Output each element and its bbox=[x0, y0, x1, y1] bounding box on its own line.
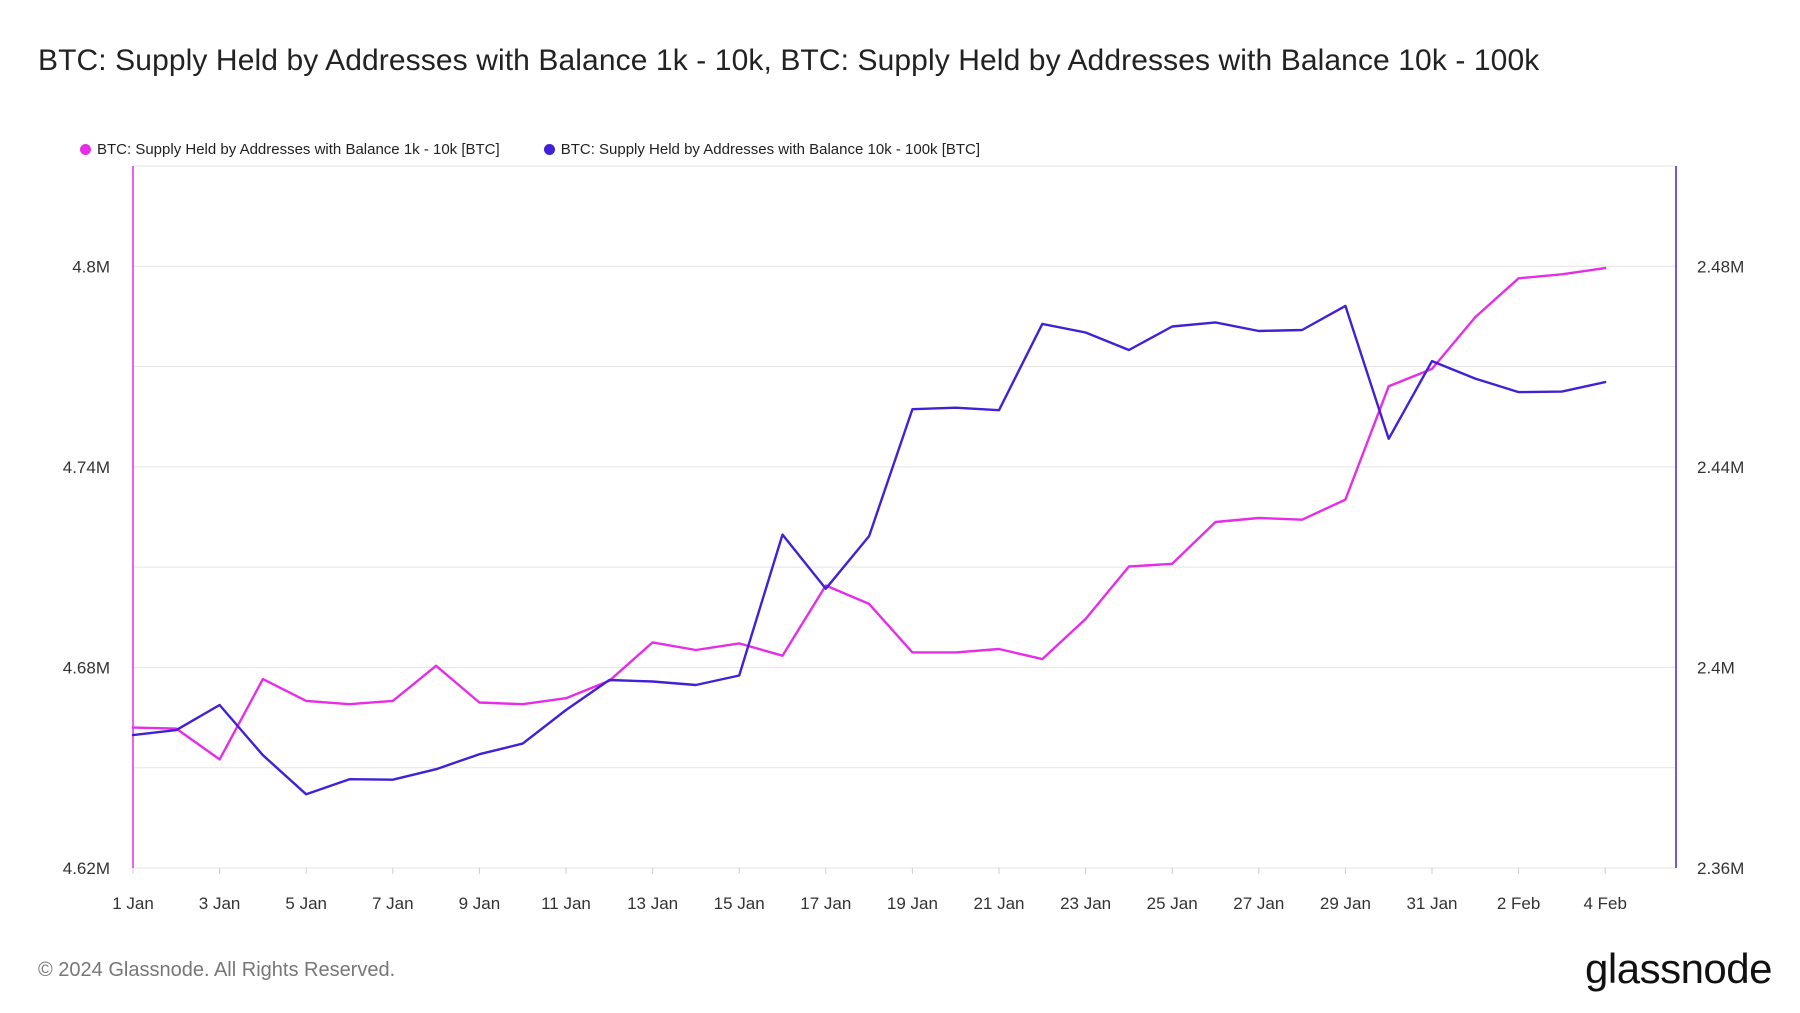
x-axis-tick-label: 25 Jan bbox=[1147, 894, 1198, 913]
right-axis-tick-label: 2.44M bbox=[1697, 458, 1744, 477]
x-axis-tick-label: 17 Jan bbox=[800, 894, 851, 913]
series-line-1k-10k bbox=[131, 266, 1607, 761]
copyright-text: © 2024 Glassnode. All Rights Reserved. bbox=[38, 959, 396, 981]
left-axis-tick-label: 4.68M bbox=[63, 658, 110, 677]
x-axis-tick-label: 13 Jan bbox=[627, 894, 678, 913]
x-axis-tick-label: 2 Feb bbox=[1497, 894, 1540, 913]
x-axis-tick-label: 7 Jan bbox=[372, 894, 414, 913]
x-axis-tick-label: 9 Jan bbox=[459, 894, 501, 913]
chart-title: BTC: Supply Held by Addresses with Balan… bbox=[38, 44, 1540, 77]
x-axis-tick-label: 23 Jan bbox=[1060, 894, 1111, 913]
legend-item-1k-10k[interactable]: BTC: Supply Held by Addresses with Balan… bbox=[80, 141, 500, 158]
legend-dot-10k-100k bbox=[543, 144, 555, 155]
x-axis-tick-label: 3 Jan bbox=[199, 894, 241, 913]
series-line-10k-100k bbox=[131, 304, 1607, 796]
legend-label-10k-100k: BTC: Supply Held by Addresses with Balan… bbox=[560, 141, 981, 158]
x-axis-tick-label: 21 Jan bbox=[973, 894, 1024, 913]
x-axis-tick-label: 29 Jan bbox=[1320, 894, 1371, 913]
legend-label-1k-10k: BTC: Supply Held by Addresses with Balan… bbox=[97, 141, 500, 158]
x-axis-tick-label: 31 Jan bbox=[1406, 894, 1457, 913]
legend-item-10k-100k[interactable]: BTC: Supply Held by Addresses with Balan… bbox=[543, 141, 981, 158]
x-axis-tick-label: 11 Jan bbox=[541, 894, 591, 913]
right-axis-tick-label: 2.4M bbox=[1697, 658, 1735, 677]
legend-dot-1k-10k bbox=[80, 144, 91, 155]
right-axis-tick-label: 2.36M bbox=[1697, 859, 1744, 878]
right-axis-tick-label: 2.48M bbox=[1697, 257, 1744, 276]
left-axis-tick-label: 4.62M bbox=[63, 859, 110, 878]
glassnode-logo: glassnode bbox=[1585, 945, 1772, 992]
x-axis-tick-label: 4 Feb bbox=[1583, 894, 1626, 913]
x-axis-tick-label: 15 Jan bbox=[714, 894, 765, 913]
left-axis-tick-label: 4.74M bbox=[63, 458, 110, 477]
left-axis-tick-label: 4.8M bbox=[72, 257, 110, 276]
x-axis-tick-label: 1 Jan bbox=[112, 894, 154, 913]
x-axis-tick-label: 19 Jan bbox=[887, 894, 938, 913]
x-axis-tick-label: 5 Jan bbox=[285, 894, 327, 913]
x-axis-tick-label: 27 Jan bbox=[1233, 894, 1284, 913]
chart-legend: BTC: Supply Held by Addresses with Balan… bbox=[80, 141, 980, 158]
